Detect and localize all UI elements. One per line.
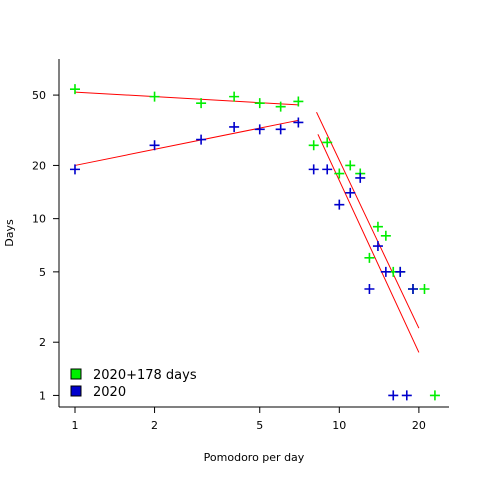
point-2020-178-days (196, 98, 207, 109)
legend-label-2020: 2020 (93, 385, 126, 400)
y-tick-label: 10 (32, 213, 46, 226)
fit-line (317, 134, 420, 353)
point-2020 (322, 164, 333, 175)
point-2020-178-days (308, 140, 319, 151)
point-2020-178-days (372, 221, 383, 232)
point-2020-178-days (275, 101, 286, 112)
point-2020-178-days (229, 91, 240, 102)
point-2020-178-days (429, 390, 440, 401)
point-2020 (401, 390, 412, 401)
point-2020-178-days (293, 96, 304, 107)
point-2020 (334, 199, 345, 210)
y-tick-label: 20 (32, 159, 46, 172)
point-2020-178-days (380, 230, 391, 241)
x-tick-label: 5 (256, 419, 263, 432)
x-tick-label: 10 (332, 419, 346, 432)
point-2020-178-days (149, 91, 160, 102)
fit-line (316, 112, 420, 329)
point-2020 (364, 283, 375, 294)
point-2020-178-days (364, 252, 375, 263)
point-2020 (388, 390, 399, 401)
y-tick-label: 2 (39, 336, 46, 349)
point-2020 (395, 266, 406, 277)
y-axis-label: Days (3, 219, 16, 247)
point-2020 (69, 164, 80, 175)
point-2020 (407, 283, 418, 294)
fit-line (74, 91, 299, 106)
point-2020-178-days (419, 283, 430, 294)
fit-lines (74, 91, 420, 353)
point-2020 (293, 117, 304, 128)
point-2020-178-days (334, 168, 345, 179)
y-tick-label: 1 (39, 389, 46, 402)
y-tick-label: 5 (39, 266, 46, 279)
point-2020-178-days (254, 98, 265, 109)
legend: 2020+178 days 2020 (70, 368, 197, 400)
point-2020 (355, 172, 366, 183)
legend-swatch-2020-178-days (70, 368, 82, 380)
data-points (69, 84, 440, 401)
point-2020 (345, 187, 356, 198)
point-2020-178-days (345, 160, 356, 171)
x-tick-label: 20 (412, 419, 426, 432)
x-tick-label: 1 (71, 419, 78, 432)
point-2020 (254, 124, 265, 135)
fit-line (74, 119, 299, 166)
legend-label-2020-178-days: 2020+178 days (93, 368, 197, 383)
x-axis-label: Pomodoro per day (204, 451, 305, 464)
point-2020 (196, 134, 207, 145)
legend-swatch-2020 (70, 385, 82, 397)
point-2020 (372, 241, 383, 252)
point-2020-178-days (322, 137, 333, 148)
point-2020 (308, 164, 319, 175)
point-2020 (229, 121, 240, 132)
point-2020-178-days (69, 84, 80, 95)
y-tick-label: 50 (32, 89, 46, 102)
axes: 1 2 5 10 20 1 2 5 10 20 50 (32, 59, 449, 432)
point-2020 (275, 124, 286, 135)
point-2020 (149, 140, 160, 151)
x-tick-label: 2 (151, 419, 158, 432)
point-2020 (380, 266, 391, 277)
